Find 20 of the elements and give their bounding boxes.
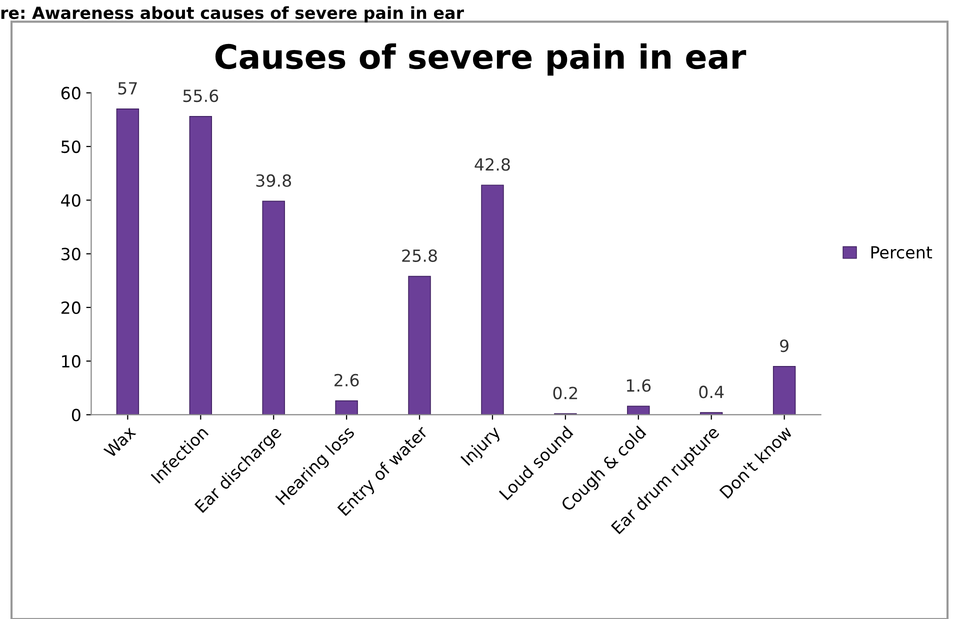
- y-tick-label: 20: [61, 301, 80, 314]
- data-label: 55.6: [183, 90, 218, 102]
- y-tick-label: 0: [72, 408, 80, 422]
- text: re: Awareness about causes of severe pain in ear: [1, 6, 464, 22]
- data-label: 0.2: [553, 386, 578, 400]
- y-tick-label: 10: [62, 355, 80, 368]
- y-tick-label: 40: [61, 194, 80, 207]
- legend-label: Percent: [871, 246, 932, 259]
- data-label: 39.8: [256, 174, 292, 187]
- y-tick-label: 60: [61, 86, 80, 100]
- data-label: 2.6: [334, 374, 359, 386]
- data-label: 25.8: [402, 249, 437, 262]
- y-tick-label: 30: [62, 248, 80, 260]
- data-label: 1.6: [626, 379, 651, 392]
- chart-title: Causes of severe pain in ear: [215, 43, 746, 76]
- y-tick-label: 50: [62, 140, 80, 154]
- data-label: 57: [118, 82, 137, 95]
- data-label: 42.8: [474, 158, 510, 171]
- data-label: 9: [780, 340, 788, 352]
- data-label: 0.4: [699, 386, 724, 398]
